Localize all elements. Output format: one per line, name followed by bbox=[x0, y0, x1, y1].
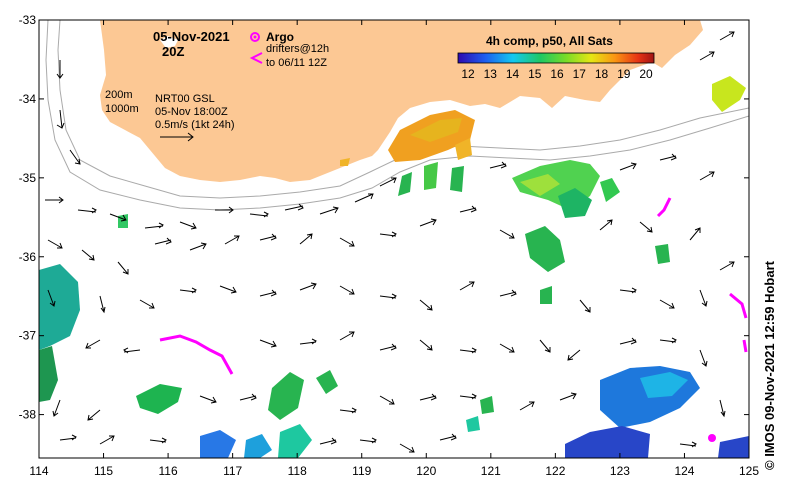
current-arrows bbox=[45, 31, 735, 453]
scale-arrow bbox=[160, 132, 194, 142]
y-tick-label: -37 bbox=[19, 329, 37, 343]
y-tick-label: -38 bbox=[19, 408, 37, 422]
x-tick-label: 123 bbox=[610, 464, 630, 478]
colorbar-tick-label: 15 bbox=[528, 67, 542, 81]
x-tick-label: 125 bbox=[739, 464, 759, 478]
credit-text: © IMOS 09-Nov-2021 12:59 Hobart bbox=[762, 261, 777, 470]
x-axis: 114 115 116 117 118 119 120 121 122 123 124 125 bbox=[29, 20, 759, 478]
colorbar-tick-label: 14 bbox=[506, 67, 520, 81]
time-label: 20Z bbox=[162, 44, 184, 59]
argo-label: Argo bbox=[266, 30, 294, 44]
y-tick-label: -36 bbox=[19, 250, 37, 264]
x-tick-label: 116 bbox=[159, 464, 178, 478]
colorbar-ticks: 12 13 14 15 16 17 18 19 20 bbox=[461, 67, 653, 81]
drifters-label: drifters@12h bbox=[266, 43, 329, 55]
colorbar-title: 4h comp, p50, All Sats bbox=[486, 34, 613, 48]
legend-drifter-symbol bbox=[249, 52, 263, 64]
product-label: NRT00 GSL bbox=[155, 93, 215, 105]
product-time: 05-Nov 18:00Z bbox=[155, 106, 228, 118]
y-axis: -33 -34 -35 -36 -37 -38 bbox=[19, 13, 749, 422]
colorbar-tick-label: 17 bbox=[573, 67, 587, 81]
legend-argo bbox=[250, 32, 260, 42]
x-tick-label: 120 bbox=[416, 464, 436, 478]
y-tick-label: -33 bbox=[19, 13, 37, 27]
x-tick-label: 121 bbox=[481, 464, 501, 478]
colorbar-tick-label: 18 bbox=[595, 67, 609, 81]
colorbar-tick-label: 19 bbox=[617, 67, 631, 81]
colorbar-tick-label: 12 bbox=[461, 67, 475, 81]
isobath-1000m bbox=[45, 20, 749, 211]
date-label: 05-Nov-2021 bbox=[153, 29, 230, 44]
y-tick-label: -35 bbox=[19, 171, 37, 185]
colorbar-tick-label: 16 bbox=[550, 67, 564, 81]
x-tick-label: 122 bbox=[545, 464, 565, 478]
drifters-to-label: to 06/11 12Z bbox=[266, 57, 327, 69]
x-tick-label: 119 bbox=[352, 464, 371, 478]
x-tick-label: 118 bbox=[288, 464, 307, 478]
argo-float bbox=[708, 434, 716, 442]
plot-frame bbox=[38, 19, 750, 459]
scale-label: 0.5m/s (1kt 24h) bbox=[155, 119, 234, 131]
depth-200-label: 200m bbox=[105, 89, 133, 101]
x-tick-label: 114 bbox=[29, 464, 48, 478]
bay-west bbox=[160, 36, 178, 48]
depth-1000-label: 1000m bbox=[105, 103, 139, 115]
drifter-tracks bbox=[159, 197, 748, 375]
colorbar bbox=[457, 52, 655, 64]
colorbar-tick-label: 13 bbox=[484, 67, 498, 81]
y-tick-label: -34 bbox=[19, 92, 37, 106]
colorbar-tick-label: 20 bbox=[639, 67, 653, 81]
x-tick-label: 124 bbox=[674, 464, 694, 478]
x-tick-label: 115 bbox=[94, 464, 113, 478]
isobath-200m bbox=[57, 20, 749, 199]
sst-patches bbox=[39, 76, 749, 458]
x-tick-label: 117 bbox=[223, 464, 242, 478]
